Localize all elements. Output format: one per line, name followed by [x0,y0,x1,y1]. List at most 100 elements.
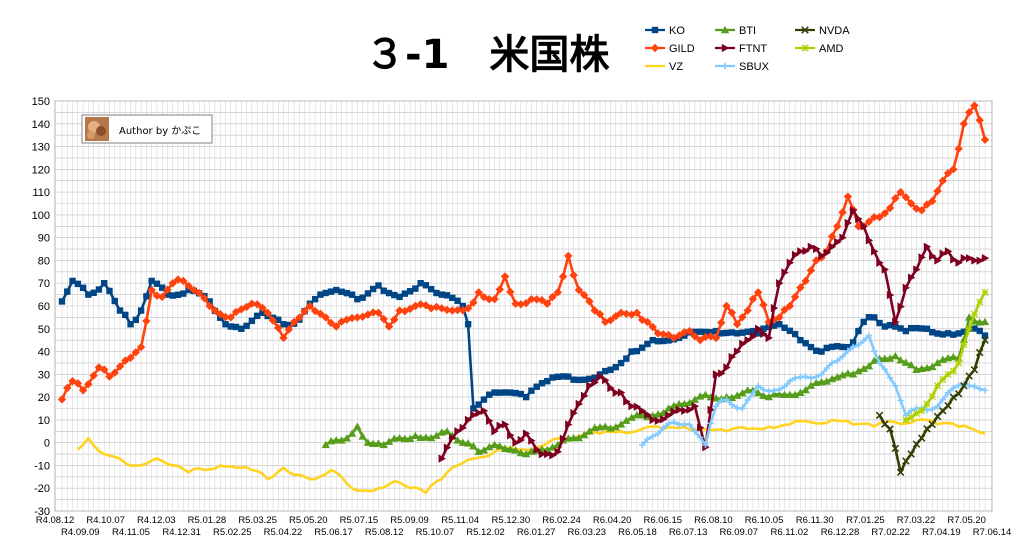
series-ftnt-point [528,436,536,445]
series-ko-point [159,284,166,291]
series-gild-point [812,256,821,265]
series-bti-point [321,440,330,449]
series-ko-point [238,325,245,332]
series-bti-point [806,381,816,389]
series-ftnt-point [575,399,584,409]
series-sbux-point [834,357,841,364]
series-ko-point [781,324,788,332]
series-ftnt-point [475,408,483,418]
series-nvda [875,336,989,477]
series-ko-point [559,373,567,380]
series-gild-point [516,300,526,309]
series-ftnt-point [438,454,446,463]
series-ko-point [428,285,435,293]
series-bti-point [754,388,763,397]
series-ko-point [148,277,155,285]
x-tick-label: R6.12.28 [821,527,860,538]
series-bti-point [801,385,810,394]
x-tick-label: R4.12.03 [137,515,176,526]
series-gild-point [332,322,341,331]
series-ko-point [79,284,87,291]
series-ko-point [464,321,472,328]
series-gild-point [142,316,151,326]
series-sbux-point [686,421,693,428]
series-bti-point [980,317,990,326]
series-gild-point [759,300,768,310]
series-gild-point [374,308,383,318]
x-tick-label: R7.06.14 [973,527,1012,538]
series-ftnt-point [918,253,926,262]
series-bti-point [427,433,436,442]
series-bti-point [342,434,352,442]
series-ko-point [929,329,936,336]
series-ko-point [507,389,514,396]
series-ko-point [422,282,430,289]
series-ftnt-point [965,253,974,263]
series-ko-point [106,287,113,295]
series-gild-point [891,194,900,203]
series-nvda-point [933,412,942,421]
series-gild-point [928,197,937,206]
series-ko-point [733,330,741,337]
series-sbux-point [855,341,862,349]
series-ko-point [755,330,762,337]
series-sbux-point [707,420,714,427]
series-ftnt-point [496,421,504,431]
series-ftnt-point [760,329,768,339]
x-tick-label: R6.05.18 [618,527,657,538]
series-ftnt-point [691,402,700,411]
series-ko-point [649,336,656,344]
y-tick-label: 70 [38,278,50,290]
series-ko-point [638,344,646,351]
series-gild-point [685,326,694,336]
series-amd-point [960,341,968,349]
series-ko-point [69,277,76,285]
series-amd-point [939,375,947,384]
series-ko-point [797,336,804,344]
series-ko-point [628,348,635,355]
series-ftnt-point [960,254,969,263]
series-bti-point [833,373,842,381]
series-gild-point [922,200,932,209]
series-gild-point [870,212,879,222]
series-sbux-point [981,387,989,394]
series-ko-point [275,316,282,323]
series-ko-point [164,291,171,298]
x-tick-label: R4.08.12 [36,515,75,526]
series-ko-point [886,321,894,329]
series-sbux-point [749,390,757,397]
series-gild-point [717,318,726,327]
series-ko-point [844,343,852,351]
series-ftnt-point [464,415,473,425]
series-ftnt-point [459,423,468,433]
series-bti-point [790,390,800,399]
series-gild-point [917,206,926,215]
series-ftnt-point [549,451,557,460]
series-sbux-point [839,353,846,360]
series-bti-point [785,390,795,399]
series-bti-point [516,448,526,457]
series-gild-point [738,312,747,322]
series-ko-point [786,327,794,335]
series-ko-point [565,373,572,380]
series-gild-point [674,331,684,340]
series-ftnt-point [718,369,726,378]
series-amd-point [902,416,910,424]
series-ko-point [538,380,546,387]
series-sbux-point [718,397,725,404]
legend-sbux-point [721,62,729,70]
series-sbux-point [976,385,983,393]
series-ko-point [206,298,213,305]
x-tick-label: R5.06.17 [314,527,353,538]
series-nvda-point [960,381,968,390]
series-sbux-point [786,377,794,385]
x-tick-label: R5.04.22 [264,527,303,538]
series-amd-point [981,288,989,296]
series-sbux-point [739,405,746,412]
series-sbux-point [665,420,672,427]
series-sbux-point [660,424,667,432]
legend-label-gild: GILD [669,43,695,55]
series-ko-point [64,288,71,295]
x-tick-label: R5.09.09 [390,515,429,526]
series-ko-point [396,293,403,301]
